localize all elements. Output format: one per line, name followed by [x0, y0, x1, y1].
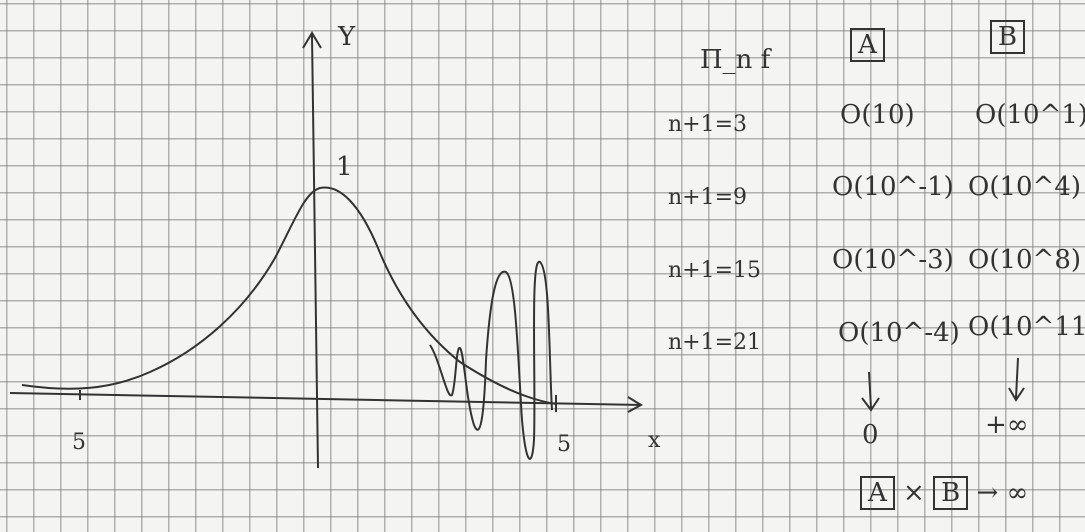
cell-b: O(10^1)	[975, 100, 1085, 130]
ratio-expression: A × B → ∞	[860, 476, 1028, 510]
peak-label: 1	[336, 152, 353, 182]
y-axis-arrow	[302, 31, 322, 49]
ratio-result: ∞	[1006, 478, 1029, 508]
row-label: n+1=21	[668, 330, 762, 355]
ratio-left: A	[860, 476, 895, 510]
left-tick-label: 5	[72, 430, 86, 455]
ratio-op: ×	[903, 478, 925, 508]
right-tick-label: 5	[557, 432, 571, 457]
down-arrow	[1008, 357, 1025, 402]
interpolant-oscillation	[429, 260, 553, 460]
column-b-header: B	[990, 20, 1026, 54]
limit-a: 0	[862, 420, 879, 450]
cell-a: O(10^-3)	[832, 245, 954, 275]
runge-curve	[21, 186, 557, 405]
cell-a: O(10^-4)	[838, 318, 960, 348]
row-label: n+1=3	[668, 112, 748, 137]
row-label: n+1=9	[668, 185, 748, 210]
column-a-header: A	[850, 28, 885, 62]
cell-b: O(10^4)	[968, 172, 1082, 202]
limit-b: +∞	[985, 410, 1029, 440]
y-axis	[311, 34, 319, 469]
down-arrow	[861, 371, 880, 412]
ratio-right: B	[933, 476, 969, 510]
ratio-arrow: →	[976, 478, 999, 508]
cell-b: O(10^8)	[968, 245, 1082, 275]
x-axis-label: x	[648, 428, 661, 453]
cell-b: O(10^11)	[968, 312, 1085, 342]
y-axis-label: Y	[338, 22, 356, 52]
row-label: n+1=15	[668, 258, 762, 283]
cell-a: O(10)	[840, 100, 915, 130]
x-axis-arrow	[627, 396, 644, 413]
cell-a: O(10^-1)	[832, 172, 954, 202]
table-corner-label: Π_n f	[700, 45, 771, 75]
